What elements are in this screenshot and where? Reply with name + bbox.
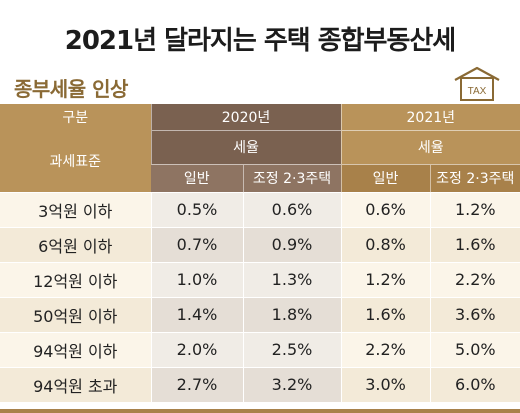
section-subtitle: 종부세율 인상 [14, 77, 128, 101]
rate-2021-regulated: 1.6% [429, 226, 520, 262]
row-label: 94억원 초과 [0, 366, 151, 402]
header-rate-2021: 세율 [340, 129, 520, 164]
rate-2021-general: 1.6% [340, 296, 431, 332]
row-label: 50억원 이하 [0, 296, 151, 332]
header-year-2020: 2020년 [150, 104, 342, 130]
rate-2021-general: 3.0% [340, 366, 431, 402]
rate-2021-regulated: 1.2% [429, 191, 520, 227]
rate-2021-regulated: 3.6% [429, 296, 520, 332]
rate-2020-regulated: 1.8% [242, 296, 342, 332]
rate-2020-general: 0.7% [150, 226, 243, 262]
table-row: 3억원 이하 0.5% 0.6% 0.6% 1.2% [0, 191, 520, 227]
row-label: 94억원 이하 [0, 331, 151, 367]
rate-2021-regulated: 5.0% [429, 331, 520, 367]
header-tax-base: 과세표준 [0, 130, 151, 192]
rate-2020-general: 2.0% [150, 331, 243, 367]
rate-2020-regulated: 1.3% [242, 261, 342, 297]
bottom-divider [0, 409, 520, 413]
rate-2020-general: 1.4% [150, 296, 243, 332]
header-regulated-2021: 조정 2·3주택 [429, 163, 520, 192]
row-label: 3억원 이하 [0, 191, 151, 227]
table-row: 94억원 초과 2.7% 3.2% 3.0% 6.0% [0, 366, 520, 402]
house-tax-icon: TAX [454, 66, 500, 101]
rate-2021-regulated: 2.2% [429, 261, 520, 297]
rate-2021-general: 2.2% [340, 331, 431, 367]
page-title: 2021년 달라지는 주택 종합부동산세 [64, 26, 456, 56]
header-general-2020: 일반 [151, 163, 243, 192]
rate-2020-regulated: 2.5% [242, 331, 342, 367]
rate-2020-regulated: 0.6% [242, 191, 342, 227]
row-label: 12억원 이하 [0, 261, 151, 297]
header-general-2021: 일반 [340, 163, 431, 192]
header-year-2021: 2021년 [340, 104, 520, 130]
table-row: 12억원 이하 1.0% 1.3% 1.2% 2.2% [0, 261, 520, 297]
tax-rate-table: 구분 2020년 2021년 과세표준 세율 세율 일반 조정 2·3주택 일반… [0, 104, 520, 402]
tax-icon-label: TAX [468, 86, 487, 97]
rate-2020-regulated: 0.9% [242, 226, 342, 262]
table-row: 94억원 이하 2.0% 2.5% 2.2% 5.0% [0, 331, 520, 367]
header-category: 구분 [0, 104, 151, 130]
rate-2021-general: 0.6% [340, 191, 431, 227]
header-regulated-2020: 조정 2·3주택 [242, 163, 342, 192]
rate-2021-regulated: 6.0% [429, 366, 520, 402]
rate-2021-general: 0.8% [340, 226, 431, 262]
table-row: 6억원 이하 0.7% 0.9% 0.8% 1.6% [0, 226, 520, 262]
header-rate-2020: 세율 [150, 129, 342, 164]
rate-2020-general: 1.0% [150, 261, 243, 297]
row-label: 6억원 이하 [0, 226, 151, 262]
rate-2020-regulated: 3.2% [242, 366, 342, 402]
rate-2020-general: 0.5% [150, 191, 243, 227]
table-row: 50억원 이하 1.4% 1.8% 1.6% 3.6% [0, 296, 520, 332]
rate-2020-general: 2.7% [150, 366, 243, 402]
rate-2021-general: 1.2% [340, 261, 431, 297]
